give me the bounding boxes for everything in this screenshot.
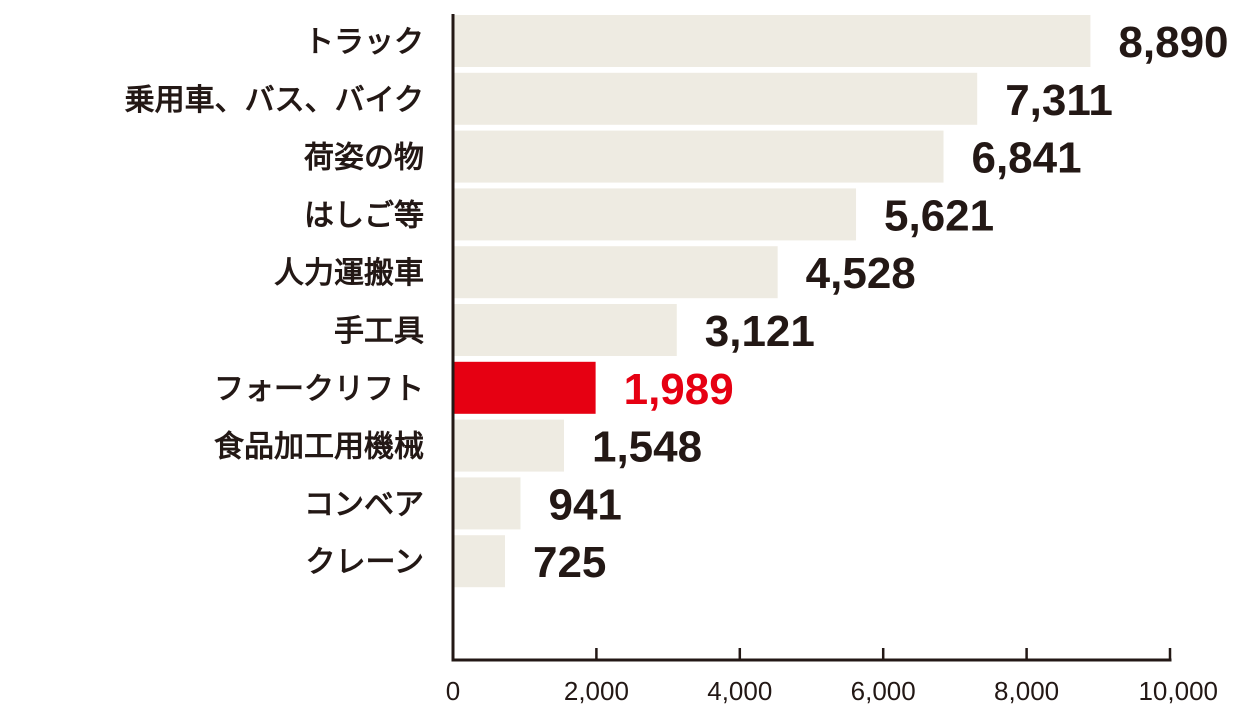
category-label-9: クレーン — [306, 545, 425, 580]
value-label-0: 8,890 — [1118, 18, 1228, 67]
value-label-9: 725 — [533, 538, 606, 587]
category-label-8: コンベア — [304, 487, 424, 522]
category-label-1: 乗用車、バス、バイク — [125, 83, 424, 118]
value-label-7: 1,548 — [592, 423, 702, 472]
axes-group — [451, 14, 1172, 662]
category-label-0: トラック — [304, 25, 424, 60]
category-label-6: フォークリフト — [214, 372, 424, 407]
bar-9 — [453, 535, 505, 588]
category-label-3: はしご等 — [304, 198, 424, 233]
bar-4 — [453, 246, 778, 299]
bar-6 — [453, 361, 596, 414]
x-tick-label-1: 2,000 — [564, 676, 629, 706]
x-tick-label-3: 6,000 — [851, 676, 916, 706]
bar-8 — [453, 477, 521, 530]
value-label-8: 941 — [548, 480, 621, 529]
x-tick-label-2: 4,000 — [707, 676, 772, 706]
value-label-2: 6,841 — [971, 134, 1081, 183]
value-label-4: 4,528 — [806, 249, 916, 298]
bars-group — [453, 15, 1091, 588]
category-labels: トラック乗用車、バス、バイク荷姿の物はしご等人力運搬車手工具フォークリフト食品加… — [125, 25, 424, 580]
bar-2 — [453, 130, 944, 183]
category-label-4: 人力運搬車 — [274, 256, 424, 291]
x-tick-label-5: 10,000 — [1138, 676, 1218, 706]
x-tick-label-0: 0 — [446, 676, 460, 706]
bar-1 — [453, 72, 978, 125]
bar-5 — [453, 304, 677, 356]
category-label-2: 荷姿の物 — [304, 141, 424, 176]
value-label-3: 5,621 — [884, 191, 994, 240]
bar-7 — [453, 419, 564, 472]
value-label-5: 3,121 — [705, 307, 815, 356]
bar-3 — [453, 188, 857, 241]
category-label-7: 食品加工用機械 — [214, 430, 424, 465]
value-label-1: 7,311 — [1005, 76, 1113, 125]
category-label-5: 手工具 — [334, 314, 424, 349]
x-ticks: 0 2,000 4,000 6,000 8,000 10,000 — [446, 648, 1218, 706]
bar-0 — [453, 15, 1091, 67]
value-label-6: 1,989 — [624, 365, 734, 414]
x-tick-label-4: 8,000 — [994, 676, 1059, 706]
